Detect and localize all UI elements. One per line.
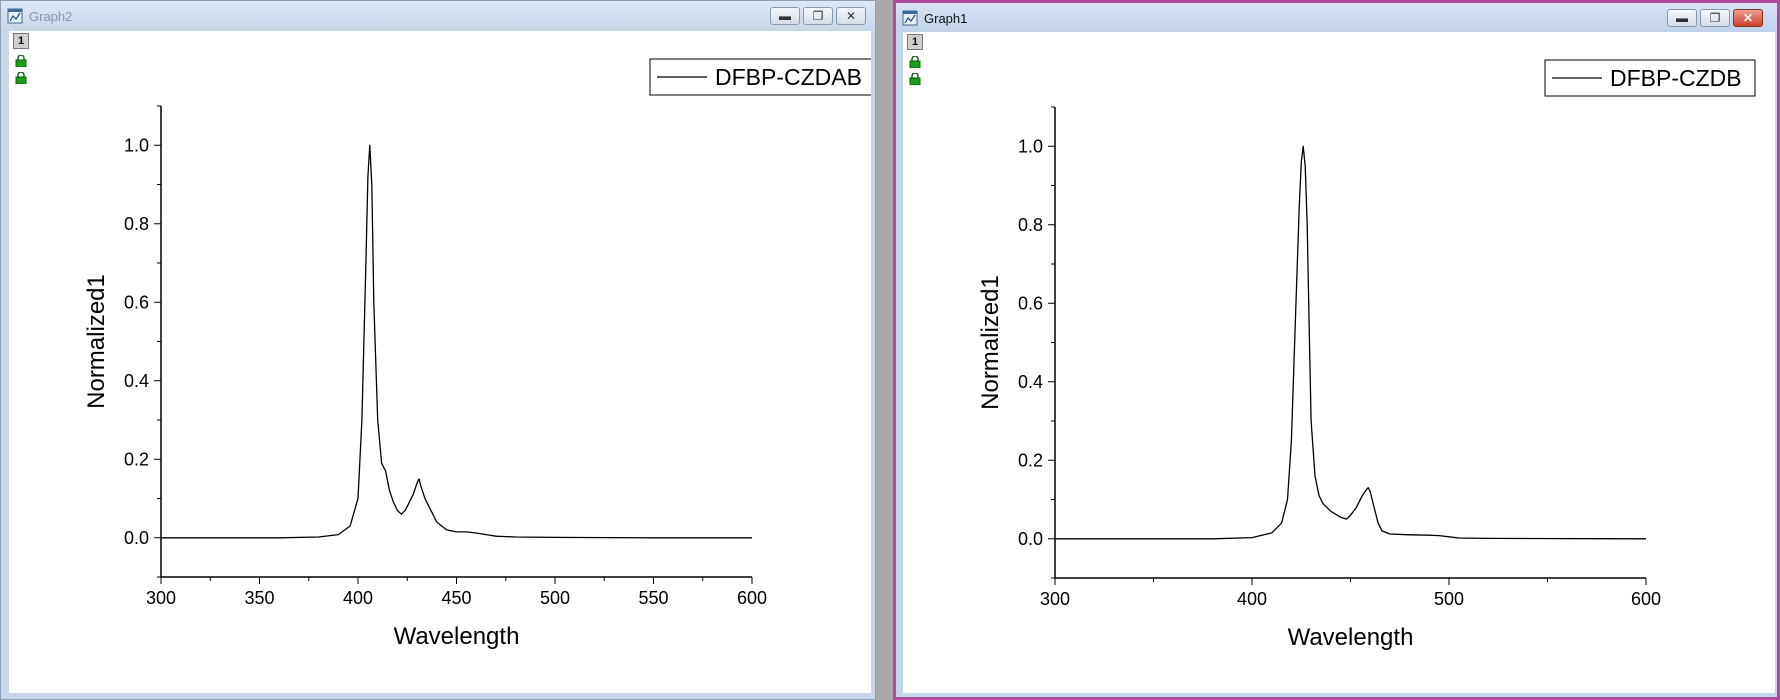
graph-window-icon — [902, 10, 918, 26]
y-axis-title: Normalized1 — [977, 275, 1004, 410]
x-axis-title: Wavelength — [394, 623, 520, 650]
x-tick-label: 500 — [540, 588, 570, 608]
legend-label: DFBP-CZDAB — [715, 64, 862, 90]
y-tick-label: 1.0 — [124, 135, 149, 155]
close-icon: ✕ — [845, 9, 857, 23]
y-tick-label: 0.4 — [1018, 372, 1043, 392]
chart-graph1: 0.0 0.2 0.4 0.6 0.8 1.0 300 400 500 600 Wavelength… — [977, 59, 1756, 651]
x-tick-label: 600 — [1631, 589, 1661, 609]
y-tick-label: 0.4 — [124, 371, 149, 391]
y-tick-label: 0.0 — [124, 528, 149, 548]
minimize-icon: ▬ — [779, 9, 791, 23]
minimize-icon: ▬ — [1676, 11, 1688, 25]
graph1-window[interactable]: Graph1 ▬ ❐ ✕ 1 0.0 0.2 0.4 0.6 0.8 1.0 300 400 5… — [893, 0, 1780, 700]
y-axis-title: Normalized1 — [83, 274, 110, 409]
lock-icon — [15, 55, 27, 67]
layer-button[interactable]: 1 — [907, 34, 923, 50]
series-line — [1055, 145, 1647, 540]
graph1-canvas[interactable]: 1 0.0 0.2 0.4 0.6 0.8 1.0 300 400 500 600 Waveleng… — [903, 32, 1775, 693]
graph1-titlebar[interactable]: Graph1 ▬ ❐ ✕ — [896, 3, 1777, 33]
restore-icon: ❐ — [812, 9, 824, 23]
x-tick-label: 300 — [146, 588, 176, 608]
x-tick-label: 450 — [441, 588, 471, 608]
restore-button[interactable]: ❐ — [1700, 9, 1730, 27]
layer-button[interactable]: 1 — [13, 33, 29, 49]
y-tick-label: 1.0 — [1018, 136, 1043, 156]
series-line — [161, 144, 752, 539]
lock-icon — [15, 72, 27, 84]
legend-label: DFBP-CZDB — [1610, 65, 1742, 91]
lock-icon — [909, 73, 921, 85]
minimize-button[interactable]: ▬ — [1667, 9, 1697, 27]
graph2-title: Graph2 — [29, 9, 73, 24]
minimize-button[interactable]: ▬ — [770, 7, 800, 25]
restore-button[interactable]: ❐ — [803, 7, 833, 25]
y-tick-label: 0.2 — [124, 449, 149, 469]
graph2-canvas[interactable]: 1 0.0 0.2 0.4 0.6 0.8 1.0 300 350 400 450 500 550 60… — [9, 31, 871, 693]
y-tick-label: 0.8 — [124, 214, 149, 234]
x-axis-title: Wavelength — [1288, 624, 1414, 651]
y-tick-label: 0.0 — [1018, 529, 1043, 549]
lock-icon — [909, 56, 921, 68]
legend: DFBP-CZDAB — [649, 58, 871, 96]
legend: DFBP-CZDB — [1544, 59, 1756, 97]
graph2-titlebar[interactable]: Graph2 ▬ ❐ ✕ — [1, 1, 875, 31]
graph1-title: Graph1 — [924, 11, 968, 26]
close-icon: ✕ — [1742, 11, 1754, 25]
y-tick-label: 0.6 — [1018, 293, 1043, 313]
x-tick-label: 300 — [1040, 589, 1070, 609]
graph2-window[interactable]: Graph2 ▬ ❐ ✕ 1 0.0 0.2 0.4 0.6 0.8 1.0 300 350 4… — [0, 0, 876, 700]
close-button[interactable]: ✕ — [1733, 9, 1763, 27]
y-tick-label: 0.6 — [124, 292, 149, 312]
graph-window-icon — [7, 8, 23, 24]
x-tick-label: 400 — [343, 588, 373, 608]
y-tick-label: 0.2 — [1018, 450, 1043, 470]
chart-graph2: 0.0 0.2 0.4 0.6 0.8 1.0 300 350 400 450 500 550 600 W… — [83, 58, 871, 650]
x-tick-label: 350 — [244, 588, 274, 608]
restore-icon: ❐ — [1709, 11, 1721, 25]
close-button[interactable]: ✕ — [836, 7, 866, 25]
x-tick-label: 500 — [1434, 589, 1464, 609]
x-tick-label: 600 — [737, 588, 767, 608]
y-tick-label: 0.8 — [1018, 215, 1043, 235]
x-tick-label: 550 — [638, 588, 668, 608]
x-tick-label: 400 — [1237, 589, 1267, 609]
